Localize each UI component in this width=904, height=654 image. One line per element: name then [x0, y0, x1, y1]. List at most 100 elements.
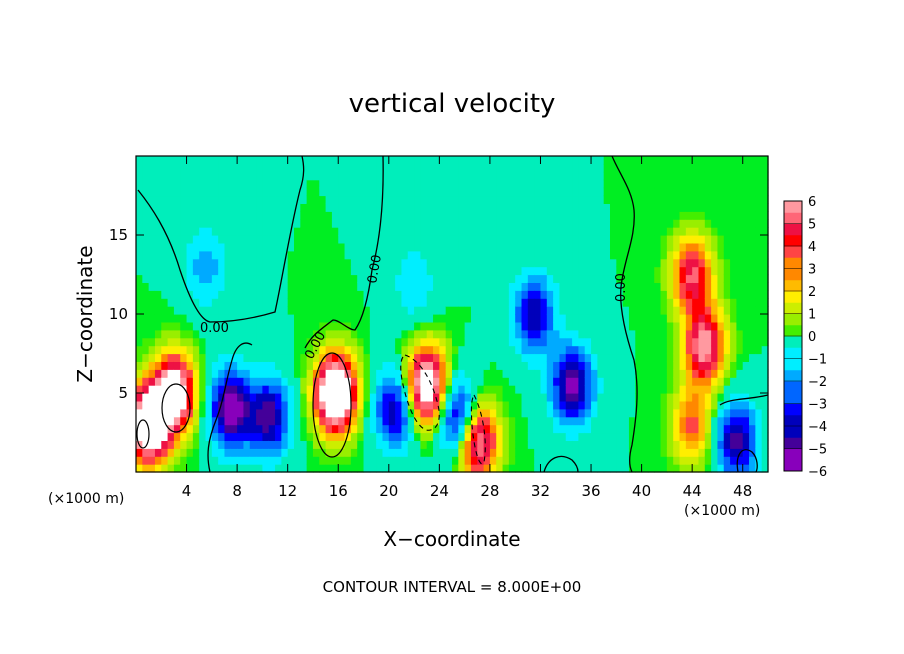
- heatmap-cell: [148, 163, 156, 173]
- heatmap-cell: [483, 203, 491, 212]
- heatmap-cell: [452, 187, 459, 197]
- heatmap-cell: [205, 274, 213, 283]
- heatmap-cell: [211, 266, 219, 276]
- heatmap-cell: [224, 306, 232, 315]
- heatmap-cell: [357, 440, 365, 449]
- heatmap-cell: [154, 408, 162, 418]
- heatmap-cell: [698, 306, 706, 315]
- heatmap-cell: [521, 353, 529, 362]
- heatmap-cell: [148, 424, 156, 434]
- heatmap-cell: [489, 314, 497, 323]
- heatmap-cell: [717, 329, 725, 339]
- heatmap-cell: [426, 179, 434, 189]
- heatmap-cell: [167, 156, 175, 165]
- heatmap-cell: [357, 195, 365, 204]
- heatmap-cell: [230, 456, 238, 465]
- heatmap-cell: [369, 440, 377, 449]
- heatmap-cell: [445, 456, 453, 465]
- heatmap-cell: [591, 337, 598, 347]
- heatmap-cell: [628, 345, 636, 355]
- heatmap-cell: [350, 345, 358, 355]
- heatmap-cell: [685, 227, 693, 236]
- heatmap-cell: [319, 385, 327, 394]
- heatmap-cell: [154, 448, 162, 457]
- heatmap-cell: [173, 314, 181, 323]
- heatmap-cell: [281, 400, 289, 410]
- heatmap-cell: [180, 195, 188, 204]
- heatmap-cell: [357, 258, 365, 268]
- heatmap-cell: [603, 385, 611, 394]
- heatmap-cell: [742, 345, 750, 355]
- heatmap-cell: [610, 187, 617, 197]
- heatmap-cell: [287, 448, 295, 457]
- heatmap-cell: [704, 219, 712, 228]
- heatmap-cell: [452, 456, 459, 465]
- heatmap-cell: [161, 432, 169, 441]
- heatmap-cell: [534, 337, 542, 347]
- heatmap-cell: [565, 464, 573, 473]
- heatmap-cell: [401, 274, 409, 283]
- heatmap-cell: [572, 306, 579, 315]
- heatmap-cell: [673, 203, 681, 212]
- heatmap-cell: [534, 290, 542, 299]
- heatmap-cell: [294, 235, 301, 244]
- heatmap-cell: [407, 408, 415, 418]
- heatmap-cell: [673, 266, 681, 276]
- heatmap-cell: [730, 179, 737, 189]
- heatmap-cell: [470, 290, 478, 299]
- heatmap-cell: [508, 448, 516, 457]
- heatmap-cell: [136, 337, 143, 347]
- heatmap-cell: [154, 369, 162, 378]
- heatmap-cell: [730, 163, 737, 173]
- heatmap-cell: [268, 432, 276, 441]
- heatmap-cell: [338, 282, 346, 291]
- heatmap-cell: [496, 337, 504, 347]
- heatmap-cell: [186, 227, 194, 236]
- heatmap-cell: [521, 290, 529, 299]
- heatmap-cell: [205, 250, 213, 260]
- heatmap-cell: [464, 385, 472, 394]
- heatmap-cell: [186, 432, 194, 441]
- heatmap-cell: [275, 440, 282, 449]
- heatmap-cell: [761, 448, 769, 457]
- heatmap-cell: [369, 369, 377, 378]
- heatmap-cell: [546, 242, 554, 252]
- heatmap-cell: [382, 242, 390, 252]
- heatmap-cell: [199, 314, 207, 323]
- heatmap-cell: [420, 321, 428, 331]
- heatmap-cell: [546, 163, 554, 173]
- heatmap-cell: [256, 179, 263, 189]
- heatmap-cell: [584, 250, 592, 260]
- heatmap-cell: [704, 369, 712, 378]
- heatmap-cell: [477, 187, 485, 197]
- heatmap-cell: [350, 266, 358, 276]
- heatmap-cell: [515, 321, 523, 331]
- heatmap-cell: [306, 464, 314, 473]
- heatmap-cell: [294, 290, 301, 299]
- heatmap-cell: [331, 203, 339, 212]
- heatmap-cell: [331, 393, 339, 402]
- heatmap-cell: [559, 393, 567, 402]
- colorbar-cell: [784, 257, 802, 269]
- heatmap-cell: [331, 400, 339, 410]
- heatmap-cell: [249, 369, 257, 378]
- heatmap-cell: [622, 393, 630, 402]
- heatmap-cell: [218, 321, 226, 331]
- heatmap-cell: [192, 242, 200, 252]
- heatmap-cell: [218, 235, 226, 244]
- heatmap-cell: [540, 203, 548, 212]
- heatmap-cell: [730, 282, 737, 291]
- heatmap-cell: [268, 369, 276, 378]
- heatmap-cell: [578, 337, 586, 347]
- heatmap-cell: [559, 290, 567, 299]
- heatmap-cell: [275, 298, 282, 307]
- heatmap-cell: [711, 266, 719, 276]
- heatmap-cell: [433, 432, 440, 441]
- heatmap-cell: [344, 393, 352, 402]
- heatmap-cell: [249, 306, 257, 315]
- heatmap-cell: [616, 250, 624, 260]
- heatmap-cell: [534, 432, 542, 441]
- heatmap-cell: [414, 432, 421, 441]
- heatmap-cell: [369, 235, 377, 244]
- heatmap-cell: [407, 321, 415, 331]
